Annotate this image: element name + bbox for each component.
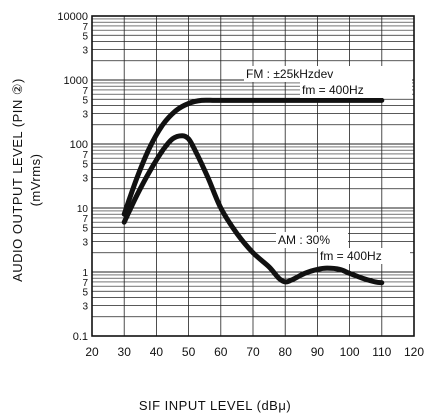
x-tick-label: 120	[404, 345, 424, 359]
y-tick-label: 5	[82, 223, 88, 234]
y-tick-label: 7	[82, 86, 88, 97]
y-tick-label: 5	[82, 31, 88, 42]
fm-annotation-line1: FM : ±25kHzdev	[246, 67, 333, 81]
y-axis-label: AUDIO OUTPUT LEVEL (PIN ②)	[10, 78, 25, 282]
fm-annotation-bg	[244, 66, 412, 82]
x-tick-label: 110	[372, 345, 391, 359]
x-tick-label: 90	[311, 345, 325, 359]
y-tick-label: 3	[82, 109, 88, 120]
y-axis-unit: (mVrms)	[28, 154, 43, 207]
am-annotation: AM : 30% fm = 400Hz	[276, 232, 410, 264]
y-tick-label: 10000	[57, 11, 88, 23]
x-tick-label: 70	[246, 345, 260, 359]
x-tick-label: 60	[214, 345, 228, 359]
y-tick-label: 3	[82, 237, 88, 248]
y-tick-label: 7	[82, 150, 88, 161]
y-tick-label: 5	[82, 95, 88, 106]
y-tick-label: 3	[82, 45, 88, 56]
series-group	[121, 97, 385, 286]
x-axis-label: SIF INPUT LEVEL (dBμ)	[139, 398, 291, 413]
fm-annotation: FM : ±25kHzdev fm = 400Hz	[244, 66, 412, 98]
plot-frame	[91, 15, 415, 337]
fm-annotation-line2: fm = 400Hz	[302, 83, 364, 97]
am-annotation-bg2	[318, 248, 410, 264]
x-tick-label: 20	[85, 345, 99, 359]
x-tick-label: 100	[340, 345, 360, 359]
am-series-line	[121, 133, 385, 286]
y-tick-label: 3	[82, 173, 88, 184]
y-tick-label: 1000	[64, 75, 88, 87]
x-tick-label: 50	[182, 345, 196, 359]
y-tick-label: 100	[70, 139, 88, 151]
y-tick-label: 7	[82, 214, 88, 225]
fm-series-line	[121, 97, 385, 217]
am-annotation-line1: AM : 30%	[278, 233, 330, 247]
y-tick-label: 7	[82, 22, 88, 33]
y-tick-label: 5	[82, 287, 88, 298]
am-annotation-bg	[276, 232, 348, 248]
x-tick-label: 40	[150, 345, 164, 359]
y-tick-label: 5	[82, 159, 88, 170]
y-tick-label: 3	[82, 301, 88, 312]
am-annotation-line2: fm = 400Hz	[320, 249, 382, 263]
x-tick-label: 30	[118, 345, 132, 359]
y-tick-label: 10	[77, 204, 89, 215]
y-tick-label: 7	[82, 278, 88, 289]
y-tick-label: 0.1	[73, 331, 88, 343]
fm-annotation-bg2	[300, 82, 412, 98]
x-ticks: 20 30 40 50 60 70 80 90 100 110 120	[85, 345, 424, 359]
y-tick-label: 1	[82, 268, 88, 279]
x-tick-label: 80	[279, 345, 293, 359]
